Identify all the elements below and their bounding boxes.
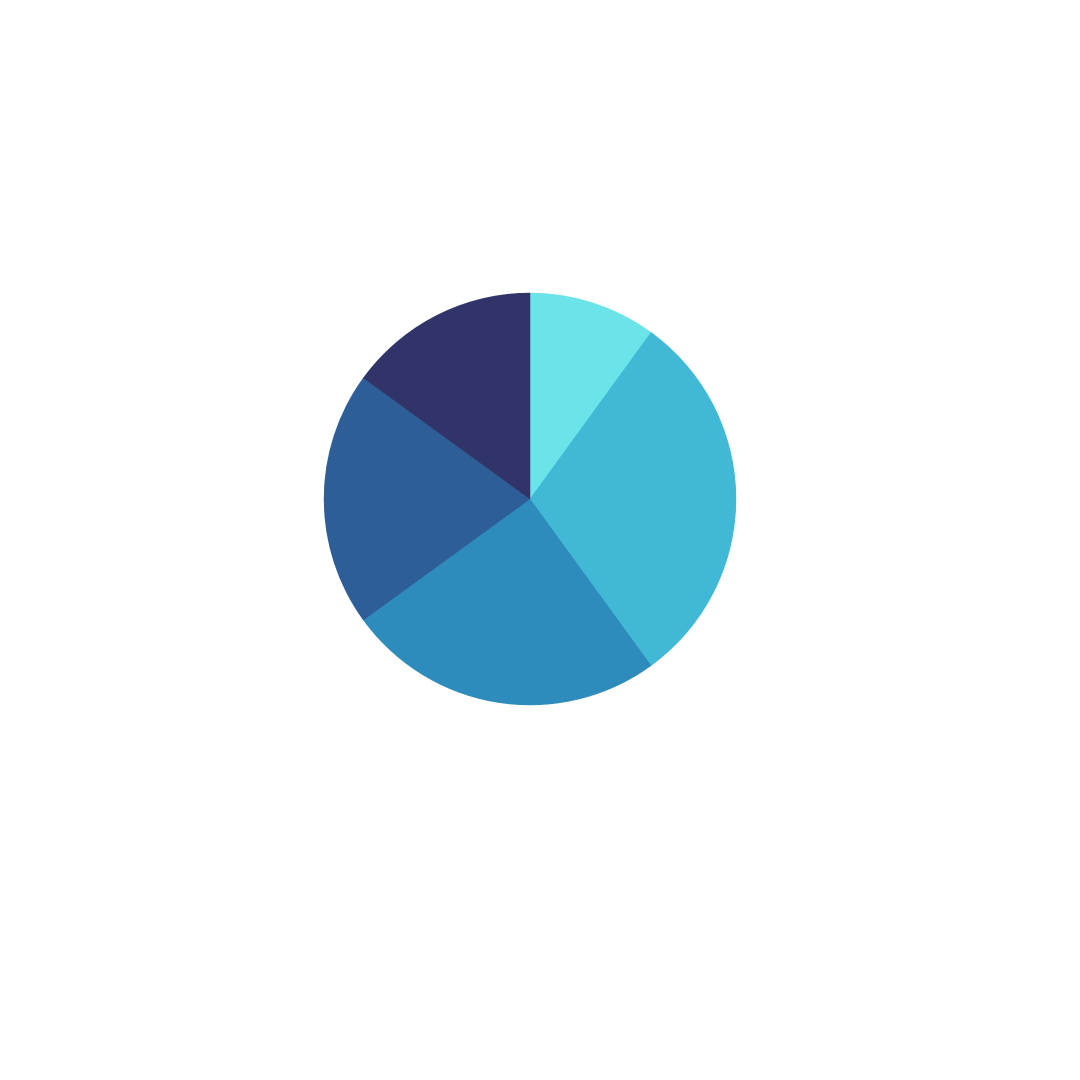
pie-slice bbox=[529, 331, 737, 667]
pie-slice bbox=[362, 498, 652, 706]
pie-slice bbox=[362, 292, 531, 500]
pie-slice bbox=[323, 377, 531, 621]
pie-slice bbox=[529, 292, 652, 500]
